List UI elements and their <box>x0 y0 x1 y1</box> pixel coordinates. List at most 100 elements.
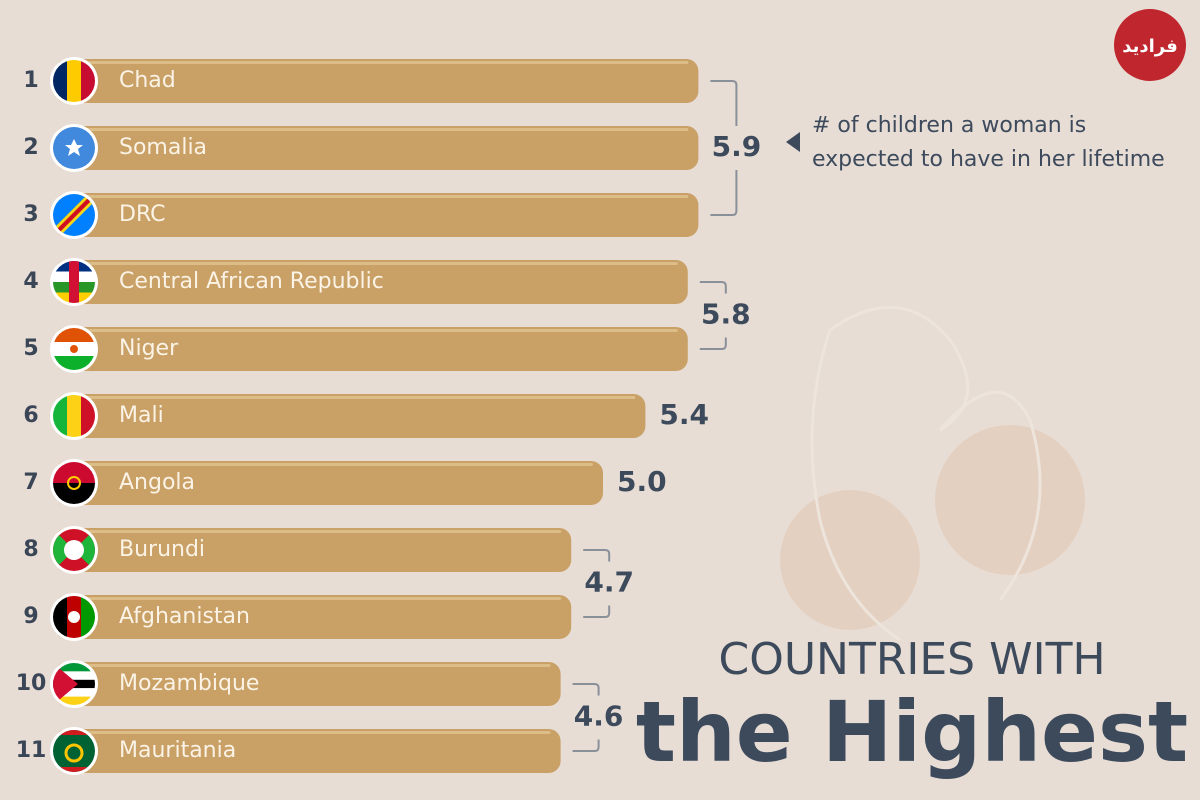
flag <box>50 258 98 306</box>
bar-highlight <box>60 597 562 600</box>
flag-body <box>53 462 95 504</box>
category-label: Mauritania <box>119 738 236 763</box>
flag-body <box>53 127 95 169</box>
bar-highlight <box>60 396 636 399</box>
flag-part <box>53 663 78 705</box>
flag-part <box>53 529 74 571</box>
bar <box>55 260 688 304</box>
annotation: expected to have in her lifetime <box>812 147 1165 172</box>
rank: 8 <box>23 537 38 562</box>
rank: 6 <box>23 403 38 428</box>
group-bracket <box>572 683 600 752</box>
bar <box>55 528 572 572</box>
flag-part <box>53 663 95 672</box>
bar-highlight <box>60 664 551 667</box>
bar <box>55 126 699 170</box>
category-label: DRC <box>119 202 166 227</box>
category-label: Somalia <box>119 135 207 160</box>
illustration <box>780 305 1085 642</box>
bar <box>55 59 699 103</box>
flag-part <box>53 395 67 437</box>
category-label: Chad <box>119 68 176 93</box>
bar <box>55 394 646 438</box>
flag-part <box>53 696 95 705</box>
rank: 11 <box>16 738 47 763</box>
bar-highlight <box>60 463 593 466</box>
bar <box>55 662 561 706</box>
flag-part <box>53 328 95 342</box>
flag <box>50 392 98 440</box>
flag-part <box>53 688 95 697</box>
flag-body <box>53 395 95 437</box>
category-label: Afghanistan <box>119 604 250 629</box>
title-line: COUNTRIES WITH <box>718 634 1105 685</box>
bar-highlight <box>60 530 562 533</box>
flag-part <box>64 540 84 560</box>
category-label: Mozambique <box>119 671 259 696</box>
flag <box>50 191 98 239</box>
rank: 10 <box>16 671 47 696</box>
flag-part <box>81 596 95 638</box>
rank: 9 <box>23 604 38 629</box>
group-bracket <box>583 549 611 618</box>
flag-part <box>70 345 78 353</box>
flag-body <box>53 730 95 772</box>
flag-body <box>53 60 95 102</box>
flag-part <box>67 476 81 490</box>
flag-part <box>53 60 67 102</box>
flag-part <box>74 529 95 571</box>
value-label: 4.6 <box>574 700 624 733</box>
flag-part <box>53 730 95 735</box>
flag-part <box>64 743 84 763</box>
rank: 7 <box>23 470 38 495</box>
rank: 2 <box>23 135 38 160</box>
flag-part <box>68 611 80 623</box>
rank: 3 <box>23 202 38 227</box>
flag <box>50 526 98 574</box>
category-label: Burundi <box>119 537 205 562</box>
bar-highlight <box>60 731 551 734</box>
annotation: # of children a woman is <box>812 113 1086 138</box>
bar <box>55 327 688 371</box>
flag-part <box>69 261 79 303</box>
flag-part <box>65 139 83 156</box>
bar-highlight <box>60 329 678 332</box>
flag-part <box>53 730 95 772</box>
flag <box>50 325 98 373</box>
flag-part <box>53 596 67 638</box>
bar-highlight <box>60 262 678 265</box>
logo-text: فرادید <box>1122 36 1178 57</box>
category-label: Mali <box>119 403 164 428</box>
rank: 4 <box>23 269 38 294</box>
annotation-arrow <box>786 132 800 152</box>
bar <box>55 461 603 505</box>
flag-body <box>53 529 95 571</box>
flag-body <box>53 194 95 236</box>
bar <box>55 595 572 639</box>
flag-part <box>67 60 81 102</box>
flag-part <box>81 395 95 437</box>
category-label: Niger <box>119 336 179 361</box>
flag-part <box>53 767 95 772</box>
flag <box>50 593 98 641</box>
bar-highlight <box>60 195 689 198</box>
group-bracket <box>710 80 738 216</box>
bar <box>55 729 561 773</box>
rank: 5 <box>23 336 38 361</box>
group-bracket <box>699 281 727 350</box>
flag <box>50 660 98 708</box>
bar-highlight <box>60 128 689 131</box>
flag <box>50 57 98 105</box>
flag-part <box>53 356 95 370</box>
flag-body <box>53 261 95 303</box>
bar-highlight <box>60 61 689 64</box>
category-label: Angola <box>119 470 195 495</box>
flag <box>50 124 98 172</box>
rank: 1 <box>23 68 38 93</box>
category-label: Central African Republic <box>119 269 384 294</box>
flag-part <box>53 671 95 680</box>
value-label: 5.4 <box>659 398 709 431</box>
flag-part <box>67 395 81 437</box>
value-label: 5.0 <box>617 465 667 498</box>
